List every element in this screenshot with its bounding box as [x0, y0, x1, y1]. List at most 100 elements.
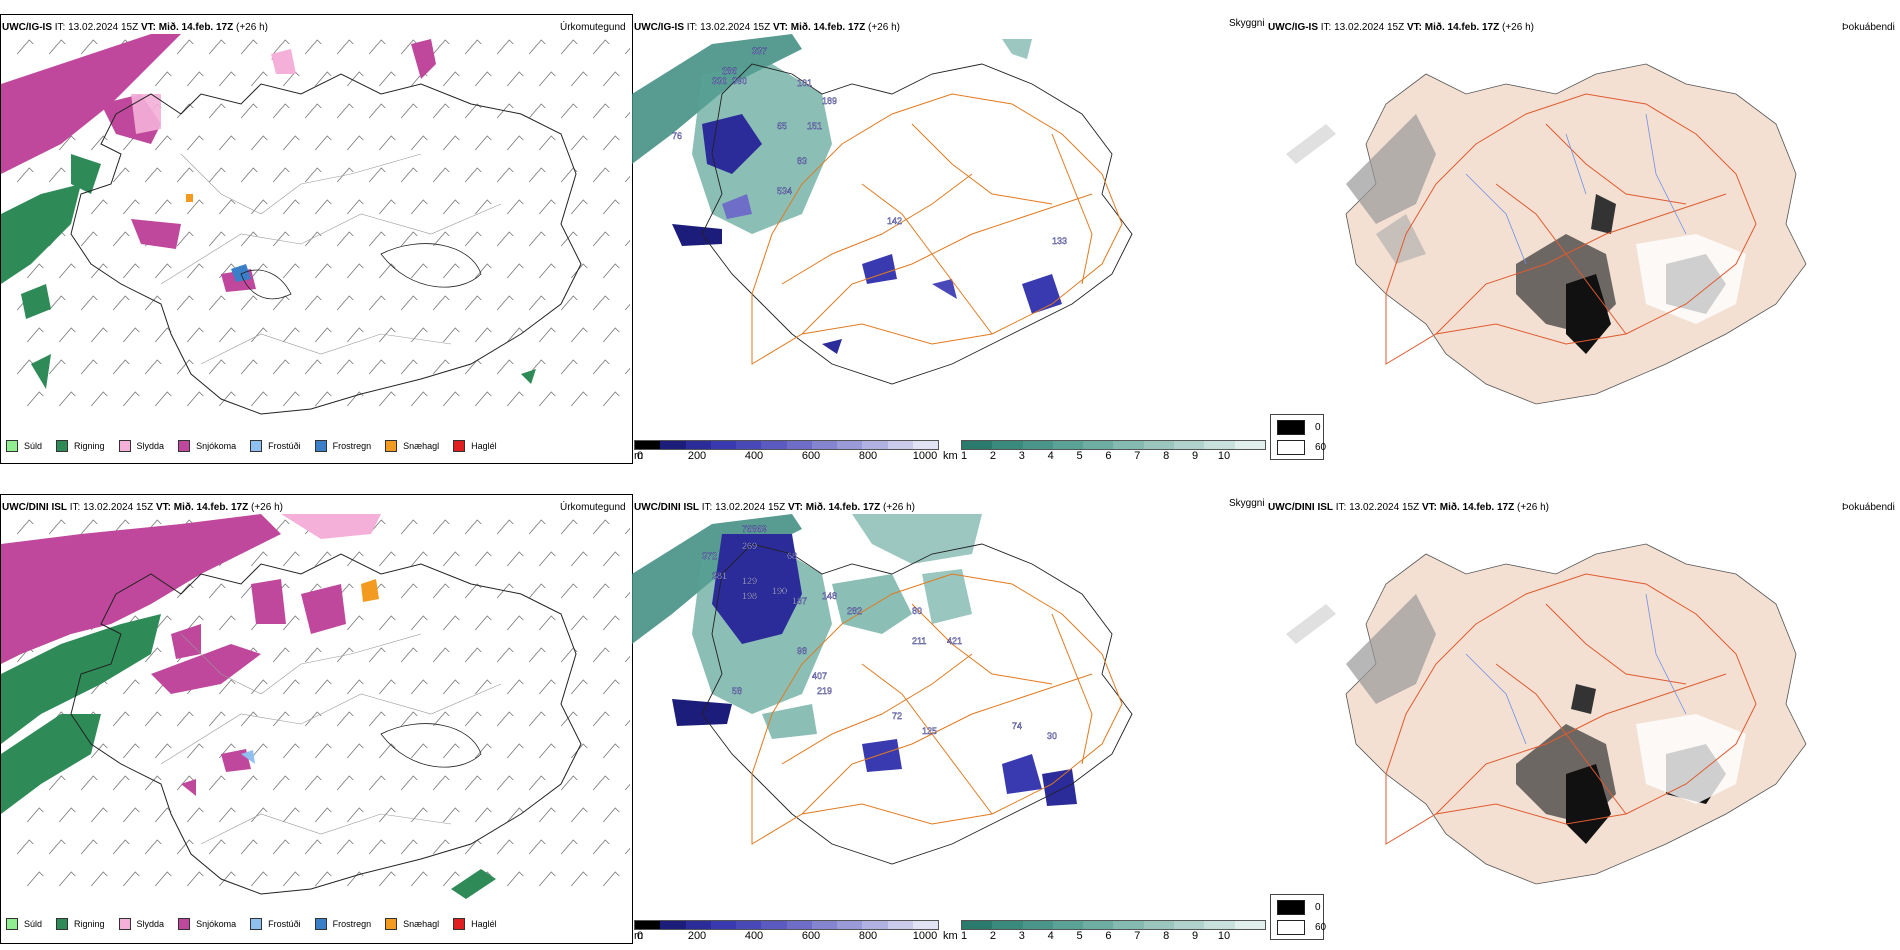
colorbar-tick: 9: [1192, 450, 1199, 462]
wind-barb: [314, 135, 332, 151]
wind-barb: [400, 295, 418, 311]
wind-barb: [48, 39, 66, 55]
wind-barb: [432, 295, 450, 311]
wind-barb: [58, 135, 76, 151]
wind-barb: [432, 231, 450, 247]
wind-barb: [250, 807, 268, 823]
wind-barb: [410, 615, 428, 631]
wind-barb: [80, 295, 98, 311]
colorbar-segment: [1113, 441, 1144, 449]
precip-type-map-bottom: [1, 514, 630, 899]
wind-barb: [122, 871, 140, 887]
ceiling-value-label: 72: [892, 711, 902, 721]
wind-barb: [464, 711, 482, 727]
wind-barb: [410, 391, 428, 407]
colorbar-segment: [837, 441, 863, 449]
legend-label: Súld: [24, 919, 43, 929]
ceiling-value-label: 80: [912, 606, 922, 616]
wind-barb: [282, 743, 300, 759]
wind-barb: [410, 679, 428, 695]
wind-barb: [112, 711, 130, 727]
wind-barb: [592, 583, 610, 599]
wind-barb: [538, 263, 556, 279]
valid-time: VT: Mið. 14.feb. 17Z: [772, 22, 866, 33]
wind-barb: [570, 327, 588, 343]
wind-barb: [506, 391, 524, 407]
wind-barb: [538, 743, 556, 759]
wind-barb: [144, 775, 162, 791]
wind-barb: [90, 135, 108, 151]
colorbar-segment: [635, 921, 661, 929]
wind-barb: [378, 743, 396, 759]
ceiling-value-label: 69: [757, 524, 767, 534]
wind-barb: [560, 519, 578, 535]
legend-item: Snjókoma: [178, 440, 236, 452]
wind-barb: [474, 743, 492, 759]
fog-legend-value: 0: [1315, 422, 1321, 433]
colorbar-tick: 2: [989, 930, 996, 942]
wind-barb: [282, 871, 300, 887]
panel-title-visibility: Skyggni: [1229, 498, 1265, 509]
wind-barb: [602, 263, 620, 279]
wind-barb: [48, 519, 66, 535]
wind-barb: [570, 71, 588, 87]
wind-barb: [442, 327, 460, 343]
wind-barb: [176, 359, 194, 375]
colorbar-segment: [660, 921, 686, 929]
colorbar-segment: [1113, 921, 1144, 929]
colorbar-segment: [1143, 921, 1175, 929]
wind-barb: [144, 711, 162, 727]
wind-barb: [304, 39, 322, 55]
wind-barb: [410, 871, 428, 887]
wind-barb: [240, 167, 258, 183]
wind-barb: [368, 775, 386, 791]
wind-barb: [496, 167, 514, 183]
colorbar-segment: [761, 441, 787, 449]
wind-barb: [592, 839, 610, 855]
wind-barb: [282, 327, 300, 343]
legend-item: Snjókoma: [178, 918, 236, 930]
wind-barb: [378, 391, 396, 407]
wind-barb: [346, 263, 364, 279]
colorbar-segment: [1204, 441, 1235, 449]
wind-barb: [560, 231, 578, 247]
wind-barb: [474, 71, 492, 87]
legend-label: Snjókoma: [196, 441, 237, 451]
wind-barb: [272, 167, 290, 183]
wind-barb: [560, 39, 578, 55]
wind-barb: [464, 39, 482, 55]
wind-barb: [240, 839, 258, 855]
colorbar-tick: 10: [1217, 930, 1231, 942]
wind-barb: [496, 839, 514, 855]
wind-barb: [208, 775, 226, 791]
init-time: IT: 13.02.2024 15Z: [1320, 22, 1405, 33]
colorbar-tick: 4: [1047, 450, 1054, 462]
lead-time: (+26 h): [1502, 22, 1534, 33]
wind-barb: [154, 71, 172, 87]
wind-barb: [592, 103, 610, 119]
colorbar-tick: 10: [1217, 450, 1231, 462]
wind-barb: [58, 327, 76, 343]
wind-barb: [186, 807, 204, 823]
wind-barb: [186, 71, 204, 87]
colorbar-tick: 1: [960, 930, 968, 942]
wind-barb: [154, 327, 172, 343]
wind-barb: [496, 711, 514, 727]
legend-swatch: [314, 918, 327, 930]
wind-barb: [432, 711, 450, 727]
wind-barb: [442, 871, 460, 887]
colorbar-segment: [1143, 441, 1175, 449]
wind-barb: [602, 615, 620, 631]
header-bottom-mid: UWC/DINI ISL IT: 13.02.2024 15Z VT: Mið.…: [634, 502, 915, 513]
model-name: UWC/IG-IS: [2, 22, 52, 33]
wind-barb: [154, 807, 172, 823]
wind-barb: [154, 743, 172, 759]
wind-barb: [474, 551, 492, 567]
ceiling-value-label: 68: [787, 551, 797, 561]
legend-label: Haglél: [471, 441, 497, 451]
wind-barb: [602, 327, 620, 343]
wind-barb: [624, 175, 630, 183]
wind-barb: [314, 327, 332, 343]
wind-barb: [506, 327, 524, 343]
wind-barb: [570, 871, 588, 887]
